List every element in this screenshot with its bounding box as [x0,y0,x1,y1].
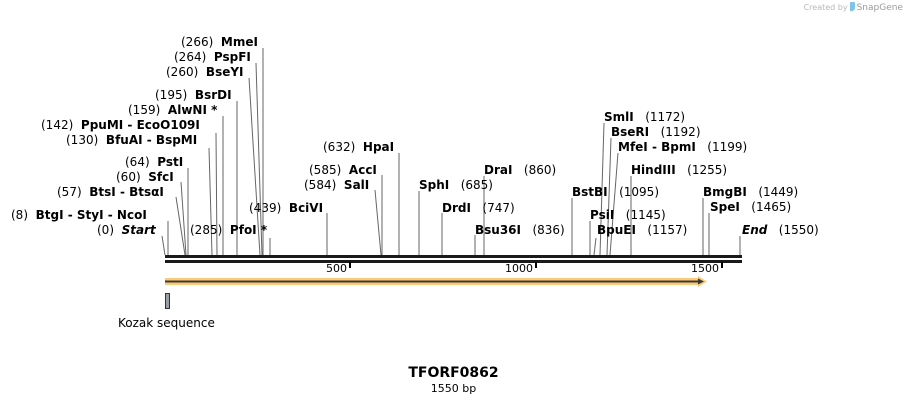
site-psii[interactable]: PsiI (1145) [590,208,666,222]
site-bsrdi[interactable]: (195) BsrDI [155,88,232,102]
site-bmgbi[interactable]: BmgBI (1449) [703,185,799,199]
tick-1000 [535,262,537,268]
site-alwni[interactable]: (159) AlwNI * [128,103,218,117]
site-bseyi[interactable]: (260) BseYI [166,65,244,79]
kozak-feature-box[interactable] [165,293,170,309]
sequence-strand-top [165,255,742,258]
sequence-length: 1550 bp [430,382,477,395]
site-sali[interactable]: (584) SalI [304,178,370,192]
site-btsi-btsai[interactable]: (57) BtsI - BtsαI [57,185,164,199]
kozak-sequence-label[interactable]: Kozak sequence [118,316,215,330]
site-btgi-styi-ncoi[interactable]: (8) BtgI - StyI - NcoI [11,208,147,222]
ruler-label-500: 500 [326,262,347,275]
snapgene-logo-icon [849,2,855,11]
watermark-prefix: Created by [803,3,848,12]
watermark-brand: SnapGene [856,3,903,13]
site-drdi[interactable]: DrdI (747) [442,201,515,215]
site-bstbi[interactable]: BstBI (1095) [572,185,659,199]
site-drai[interactable]: DraI (860) [484,163,557,177]
sequence-strand-bottom [165,260,742,263]
ruler-label-1500: 1500 [691,262,719,275]
site-bfuai-bspmi[interactable]: (130) BfuAI - BspMI [66,133,198,147]
site-spei[interactable]: SpeI (1465) [710,200,792,214]
site-ppumi-ecoo109i[interactable]: (142) PpuMI - EcoO109I [41,118,200,132]
site-end[interactable]: End (1550) [742,223,819,237]
site-mfei-bpmi[interactable]: MfeI - BpmI (1199) [618,140,748,154]
site-sphi[interactable]: SphI (685) [419,178,493,192]
site-bpuei[interactable]: BpuEI (1157) [597,223,688,237]
site-mmei[interactable]: (266) MmeI [181,35,258,49]
site-pfoi[interactable]: (285) PfoI * [190,223,268,237]
snapgene-watermark: Created by SnapGene [804,2,903,13]
site-psti[interactable]: (64) PstI [125,155,184,169]
site-sfci[interactable]: (60) SfcI [116,170,174,184]
tick-500 [349,262,351,268]
site-bcivi[interactable]: (439) BciVI [249,201,324,215]
site-start[interactable]: (0) Start [97,223,156,237]
site-bsu36i[interactable]: Bsu36I (836) [475,223,565,237]
ruler-label-1000: 1000 [505,262,533,275]
tick-1500 [721,262,723,268]
site-smli[interactable]: SmlI (1172) [604,110,686,124]
site-hindiii[interactable]: HindIII (1255) [631,163,728,177]
map-title: TFORF0862 [408,365,499,381]
site-pspfi[interactable]: (264) PspFI [174,50,251,64]
site-acci[interactable]: (585) AccI [309,163,377,177]
site-leader-lines [161,48,741,256]
site-bseri[interactable]: BseRI (1192) [611,125,701,139]
site-hpai[interactable]: (632) HpaI [323,140,395,154]
